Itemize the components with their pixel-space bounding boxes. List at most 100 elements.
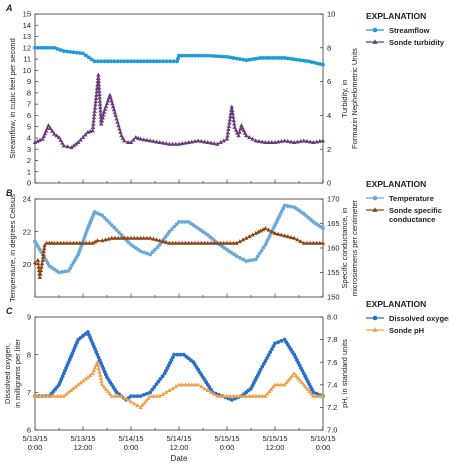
data-point xyxy=(218,54,223,59)
data-point xyxy=(157,242,162,247)
data-point xyxy=(122,138,127,143)
data-point xyxy=(154,393,159,398)
data-point xyxy=(39,264,44,269)
data-point xyxy=(44,240,49,245)
data-point xyxy=(132,401,137,406)
data-point xyxy=(225,133,230,138)
data-point xyxy=(99,379,104,384)
data-point xyxy=(183,240,188,245)
data-point xyxy=(151,138,156,143)
data-point xyxy=(158,376,163,381)
data-point xyxy=(192,138,198,143)
x-tick-label: 5/15/15 xyxy=(214,434,239,443)
x-tick-label: 5/13/15 xyxy=(22,434,47,443)
data-point xyxy=(231,56,236,60)
data-point xyxy=(83,232,88,237)
data-point xyxy=(97,101,103,106)
data-point xyxy=(58,48,63,52)
data-point xyxy=(136,135,141,140)
right-tick-label: 160 xyxy=(327,244,340,253)
data-point xyxy=(93,102,98,107)
data-point xyxy=(105,59,110,64)
data-point xyxy=(135,394,140,398)
data-point xyxy=(90,124,96,129)
data-point xyxy=(48,125,53,130)
data-point xyxy=(170,141,175,146)
data-point xyxy=(77,51,82,55)
data-point xyxy=(100,238,105,243)
data-point xyxy=(279,138,284,143)
data-point xyxy=(52,240,57,245)
x-tick-label: 0:00 xyxy=(220,443,235,452)
legend-swatch-marker xyxy=(372,195,378,201)
data-point xyxy=(128,235,134,240)
data-point xyxy=(54,133,59,138)
data-point xyxy=(311,240,316,245)
data-point xyxy=(140,402,145,407)
data-point xyxy=(145,59,149,64)
data-point xyxy=(78,137,83,142)
data-point xyxy=(95,238,100,243)
data-point xyxy=(41,133,47,138)
left-tick-label: 15 xyxy=(23,10,31,19)
data-point xyxy=(189,139,194,144)
data-point xyxy=(150,387,155,392)
data-point xyxy=(276,340,281,345)
right-tick-label: 165 xyxy=(327,219,340,228)
data-point xyxy=(265,356,269,360)
data-point xyxy=(112,110,118,115)
data-point xyxy=(234,240,239,245)
left-tick-label: 4 xyxy=(27,134,31,143)
data-point xyxy=(229,104,234,109)
data-point xyxy=(199,240,204,245)
data-point xyxy=(45,393,50,398)
data-point xyxy=(128,140,134,145)
data-point xyxy=(183,219,188,224)
legend-swatch-marker xyxy=(372,27,378,33)
data-point xyxy=(303,384,308,389)
data-point xyxy=(112,235,118,240)
data-point xyxy=(125,235,130,240)
data-point xyxy=(279,382,284,387)
data-point xyxy=(138,394,143,398)
data-point xyxy=(237,393,242,398)
data-point xyxy=(244,235,249,240)
data-point xyxy=(232,121,237,126)
data-point xyxy=(83,376,88,381)
data-point xyxy=(288,375,293,380)
data-point xyxy=(103,237,108,242)
data-point xyxy=(97,369,102,374)
data-point xyxy=(282,56,287,60)
data-point xyxy=(314,139,319,144)
data-point xyxy=(260,393,265,398)
data-point xyxy=(196,382,201,387)
left-tick-label: 10 xyxy=(23,66,31,75)
data-point xyxy=(218,240,223,245)
x-tick-label: 0:00 xyxy=(124,443,139,452)
x-tick-label: 5/15/15 xyxy=(262,434,287,443)
data-point xyxy=(145,251,149,256)
data-point xyxy=(258,228,263,233)
data-point xyxy=(269,229,274,234)
data-point xyxy=(294,57,299,62)
left-tick-label: 22 xyxy=(23,227,31,236)
data-point xyxy=(237,239,242,244)
data-point xyxy=(95,59,100,64)
data-point xyxy=(142,400,147,405)
data-point xyxy=(99,121,104,126)
data-point xyxy=(98,108,103,113)
right-tick-label: 170 xyxy=(327,195,340,204)
data-point xyxy=(279,56,284,60)
data-point xyxy=(321,226,325,231)
data-point xyxy=(315,61,320,66)
left-tick-label: 9 xyxy=(27,77,31,86)
data-point xyxy=(309,391,314,396)
data-point xyxy=(308,240,313,245)
data-point xyxy=(256,229,261,234)
data-point xyxy=(92,239,98,244)
data-point xyxy=(268,386,274,391)
data-point xyxy=(282,138,287,143)
data-point xyxy=(97,98,103,103)
data-point xyxy=(157,393,162,398)
data-point xyxy=(285,56,290,61)
